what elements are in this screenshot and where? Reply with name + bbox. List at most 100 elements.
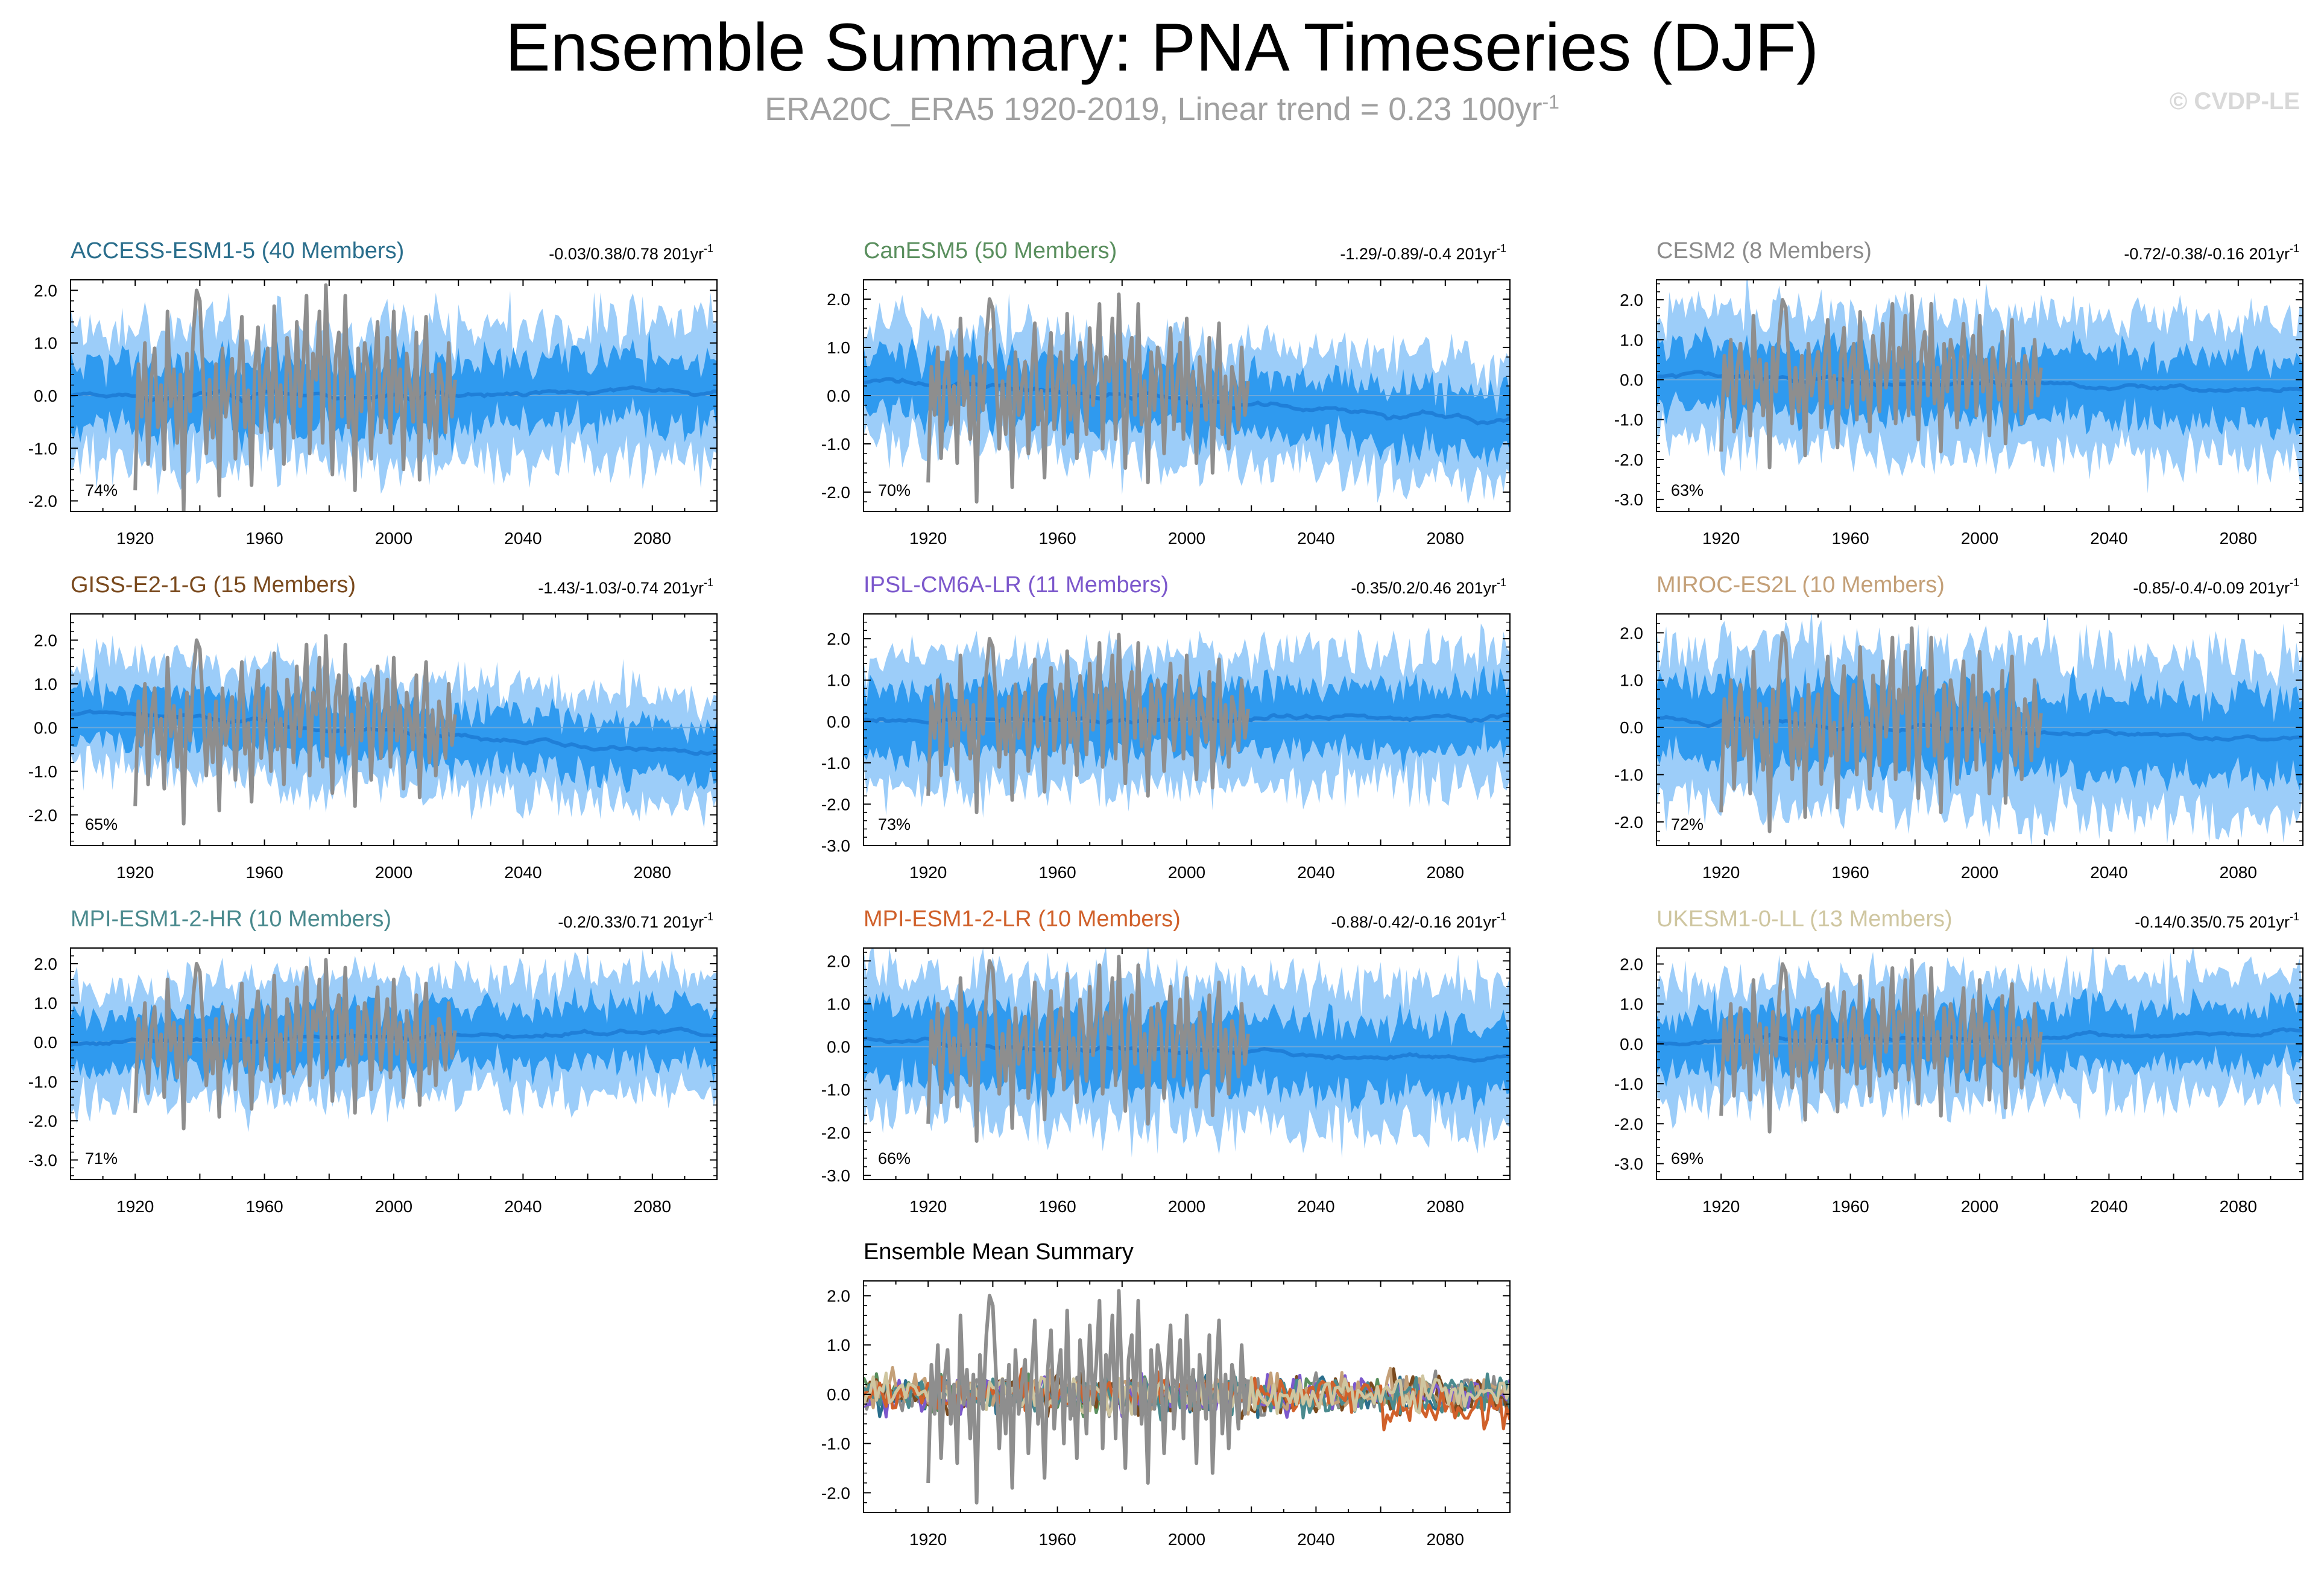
panel-trend: -1.29/-0.89/-0.4 201yr-1	[1340, 242, 1506, 263]
x-tick-label: 1920	[909, 1530, 947, 1549]
percent-label: 71%	[85, 1149, 118, 1168]
x-tick-label: 2040	[504, 863, 542, 882]
trend-superscript: -1	[704, 577, 713, 589]
y-tick-label: -1.0	[821, 435, 850, 454]
y-tick-label: 0.0	[1620, 371, 1643, 390]
x-tick-label: 2000	[1168, 863, 1205, 882]
copyright-label: © CVDP-LE	[2169, 88, 2300, 115]
x-tick-label: 2080	[634, 1197, 671, 1216]
observations-line	[1719, 958, 2043, 1134]
panel-trend: -0.03/0.38/0.78 201yr-1	[549, 242, 713, 263]
x-tick-label: 2080	[1427, 1530, 1464, 1549]
y-tick-label: 1.0	[34, 675, 57, 694]
y-tick-label: -2.0	[821, 483, 850, 502]
panel-title: Ensemble Mean Summary	[864, 1239, 1134, 1265]
y-tick-label: -3.0	[821, 1166, 850, 1185]
x-tick-label: 1920	[1702, 529, 1740, 548]
trend-superscript: -1	[704, 242, 713, 254]
panel-trend: -0.2/0.33/0.71 201yr-1	[558, 911, 713, 931]
trend-text: -1.43/-1.03/-0.74 201yr	[538, 579, 704, 597]
plot-area	[1656, 280, 2303, 494]
page-subtitle: ERA20C_ERA5 1920-2019, Linear trend = 0.…	[0, 90, 2324, 128]
panel-title: IPSL-CM6A-LR (11 Members)	[864, 572, 1169, 598]
x-tick-label: 1920	[1702, 863, 1740, 882]
panel-title: CESM2 (8 Members)	[1656, 238, 1872, 264]
observations-line	[133, 958, 457, 1131]
plot-area	[864, 1289, 1510, 1505]
x-tick-label: 1960	[1038, 863, 1076, 882]
panel-title: MIROC-ES2L (10 Members)	[1656, 572, 1945, 598]
x-tick-label: 2000	[1168, 1530, 1205, 1549]
x-tick-label: 1920	[116, 1197, 154, 1216]
x-tick-label: 2040	[1297, 529, 1334, 548]
trend-superscript: -1	[704, 911, 713, 923]
panel-title: UKESM1-0-LL (13 Members)	[1656, 906, 1953, 932]
panel-5: IPSL-CM6A-LR (11 Members) -0.35/0.2/0.46 …	[821, 572, 1511, 882]
ensemble-range-inner	[71, 986, 717, 1086]
y-tick-label: -2.0	[28, 806, 57, 824]
y-tick-label: -3.0	[821, 836, 850, 855]
percent-label: 66%	[878, 1149, 911, 1168]
y-tick-label: 0.0	[827, 387, 850, 405]
x-tick-label: 1960	[1038, 1530, 1076, 1549]
x-tick-label: 2040	[2090, 529, 2127, 548]
panel-title: ACCESS-ESM1-5 (40 Members)	[71, 238, 404, 264]
panel-title: GISS-E2-1-G (15 Members)	[71, 572, 356, 598]
x-tick-label: 1960	[1831, 529, 1869, 548]
x-tick-label: 1920	[909, 529, 947, 548]
x-tick-label: 1960	[245, 529, 283, 548]
y-tick-label: 0.0	[34, 1033, 57, 1052]
y-tick-label: 0.0	[34, 387, 57, 405]
x-tick-label: 2080	[1427, 1197, 1464, 1216]
panel-2: CanESM5 (50 Members) -1.29/-0.89/-0.4 201…	[821, 238, 1511, 548]
y-tick-label: -2.0	[821, 1484, 850, 1502]
y-tick-label: 1.0	[827, 994, 850, 1013]
y-tick-label: 2.0	[827, 952, 850, 970]
y-tick-label: -1.0	[1614, 765, 1643, 784]
x-tick-label: 2000	[1961, 1197, 1998, 1216]
subtitle-superscript: -1	[1542, 91, 1559, 113]
x-tick-label: 1960	[1831, 1197, 1869, 1216]
subtitle-text: ERA20C_ERA5 1920-2019, Linear trend = 0.…	[765, 91, 1542, 127]
plot-area	[864, 948, 1510, 1158]
y-tick-label: -1.0	[821, 1081, 850, 1099]
x-tick-label: 2040	[2090, 1197, 2127, 1216]
trend-superscript: -1	[1497, 577, 1506, 589]
x-tick-label: 2000	[375, 529, 412, 548]
percent-label: 74%	[85, 481, 118, 499]
x-tick-label: 2080	[634, 529, 671, 548]
trend-text: -0.35/0.2/0.46 201yr	[1351, 579, 1497, 597]
observations-line	[926, 633, 1250, 815]
percent-label: 72%	[1671, 815, 1704, 833]
y-tick-label: 1.0	[827, 1336, 850, 1354]
x-tick-label: 1920	[116, 863, 154, 882]
y-tick-label: 2.0	[1620, 955, 1643, 973]
x-tick-label: 2080	[2220, 863, 2257, 882]
panel-title: MPI-ESM1-2-LR (10 Members)	[864, 906, 1181, 932]
panel-1: ACCESS-ESM1-5 (40 Members) -0.03/0.38/0.7…	[28, 238, 718, 548]
y-tick-label: 1.0	[34, 334, 57, 353]
panel-10: Ensemble Mean Summary 1920 1960 2000 2040 208…	[821, 1239, 1511, 1549]
x-tick-label: 2040	[504, 529, 542, 548]
panel-trend: -0.88/-0.42/-0.16 201yr-1	[1331, 911, 1506, 931]
x-tick-label: 2000	[375, 1197, 412, 1216]
x-tick-label: 2040	[504, 1197, 542, 1216]
observations-line	[133, 283, 457, 511]
plot-area	[1656, 614, 2303, 846]
x-tick-label: 2000	[1961, 529, 1998, 548]
x-tick-label: 1960	[245, 1197, 283, 1216]
y-tick-label: 2.0	[34, 281, 57, 300]
y-tick-label: -2.0	[821, 1124, 850, 1142]
plot-area	[864, 623, 1510, 818]
y-tick-label: -3.0	[1614, 1155, 1643, 1174]
percent-label: 65%	[85, 815, 118, 833]
panel-trend: -0.72/-0.38/-0.16 201yr-1	[2124, 242, 2299, 263]
page-title: Ensemble Summary: PNA Timeseries (DJF)	[505, 10, 1819, 85]
observations-line	[926, 1289, 1250, 1505]
panel-trend: -0.35/0.2/0.46 201yr-1	[1351, 577, 1506, 597]
plot-area	[864, 292, 1510, 505]
trend-text: -0.72/-0.38/-0.16 201yr	[2124, 245, 2290, 263]
percent-label: 73%	[878, 815, 911, 833]
ensemble-range-inner	[1656, 658, 2303, 794]
